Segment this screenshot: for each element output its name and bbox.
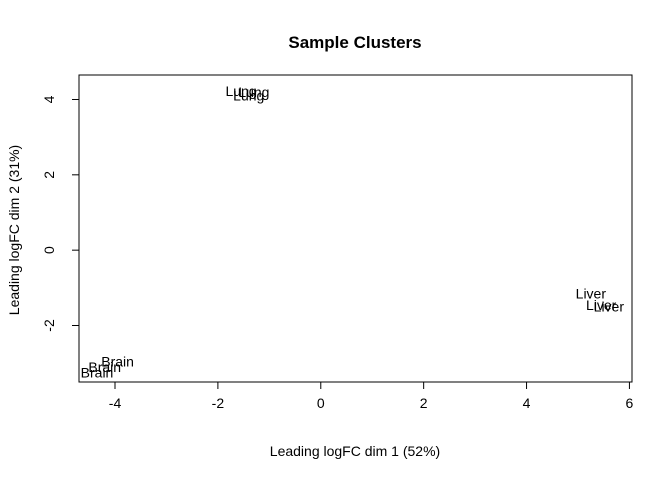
point-label-lung: Lung [225, 83, 256, 99]
y-tick-label: -2 [41, 319, 57, 332]
point-label-brain: Brain [101, 353, 134, 369]
y-tick-label: 0 [41, 246, 57, 254]
x-tick-label: 6 [626, 395, 634, 411]
plot-frame [78, 74, 633, 383]
point-label-liver: Liver [576, 285, 607, 301]
point-label-lung: Lung [233, 88, 264, 104]
x-axis-label: Leading logFC dim 1 (52%) [270, 443, 440, 459]
x-tick-label: 2 [420, 395, 428, 411]
x-axis-ticks: -4 -2 0 2 4 6 [109, 382, 634, 411]
point-label-brain: Brain [81, 365, 114, 381]
y-axis-label: Leading logFC dim 2 (31%) [6, 145, 22, 315]
point-label-liver: Liver [586, 297, 617, 313]
point-label-lung: Lung [238, 84, 269, 100]
x-tick-label: 4 [523, 395, 531, 411]
x-tick-label: -2 [212, 395, 225, 411]
x-tick-label: -4 [109, 395, 122, 411]
point-label-brain: Brain [88, 359, 121, 375]
x-tick-label: 0 [317, 395, 325, 411]
chart-title: Sample Clusters [288, 33, 421, 52]
point-label-liver: Liver [594, 299, 625, 315]
y-axis-ticks: -2 0 2 4 [41, 95, 79, 332]
y-tick-label: 4 [41, 95, 57, 103]
y-tick-label: 2 [41, 171, 57, 179]
